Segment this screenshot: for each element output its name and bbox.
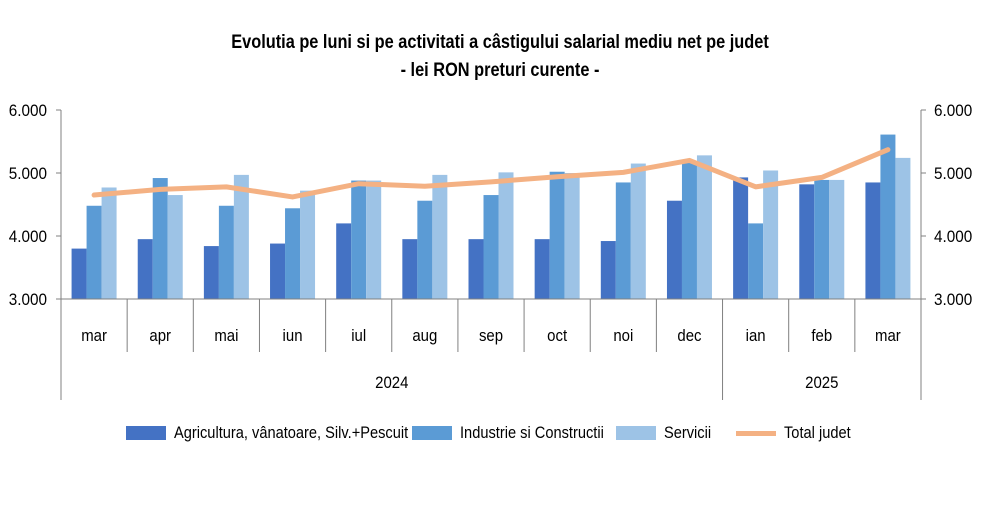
bar-agricultura [799,184,815,299]
chart-title: Evolutia pe luni si pe activitati a câst… [231,32,769,53]
bar-agricultura [534,239,550,299]
y-tick-label-right: 6.000 [934,101,972,120]
bar-servicii [564,173,580,299]
y-tick-label-right: 4.000 [934,227,972,246]
x-tick-label: mar [875,327,901,345]
bar-industrie [86,205,102,299]
x-tick-label: iul [351,327,366,345]
bar-industrie [483,195,499,299]
bar-servicii [498,172,514,299]
bar-agricultura [733,177,749,299]
bar-agricultura [865,182,881,299]
bar-servicii [829,179,845,299]
x-tick-label: dec [677,327,701,345]
legend-label-total: Total judet [784,423,851,442]
year-group-label: 2025 [805,374,838,392]
y-tick-label-left: 5.000 [9,164,47,183]
bar-agricultura [468,239,484,299]
legend-swatch-agricultura [126,426,166,440]
bar-agricultura [71,248,87,299]
bar-industrie [152,178,168,299]
x-tick-label: aug [412,327,437,345]
bar-industrie [285,208,301,299]
bar-industrie [814,179,830,299]
y-tick-label-right: 5.000 [934,164,972,183]
legend-label-industrie: Industrie si Constructii [460,423,604,442]
legend-label-agricultura: Agricultura, vânatoare, Silv.+Pescuit [174,423,409,442]
bar-servicii [366,180,382,299]
bar-agricultura [336,223,352,299]
bar-servicii [696,155,712,299]
legend-label-servicii: Servicii [664,423,712,442]
bar-industrie [218,205,234,299]
x-tick-label: iun [283,327,303,345]
legend-item-industrie: Industrie si Constructii [412,420,627,446]
bar-servicii [300,190,316,299]
bar-agricultura [137,239,153,299]
bar-servicii [233,174,249,299]
total-line [91,147,891,200]
y-tick-label-left: 6.000 [9,101,47,120]
bar-servicii [763,170,779,299]
bar-industrie [681,161,697,299]
chart-area: 3.000 3.000 4.000 4.000 5.000 5.000 6.000 6.000… [9,101,972,400]
bar-servicii [630,163,646,299]
bar-industrie [748,223,764,299]
bar-agricultura [270,243,286,299]
legend-item-total: Total judet [736,420,862,446]
legend-item-agricultura: Agricultura, vânatoare, Silv.+Pescuit [126,420,446,446]
bar-agricultura [402,239,418,299]
bar-servicii [167,195,183,299]
bar-agricultura [600,241,616,299]
legend: Agricultura, vânatoare, Silv.+Pescuit In… [0,420,1000,446]
x-tick-label: feb [811,327,832,345]
x-tick-label: ian [746,327,766,345]
y-tick-label-right: 3.000 [934,290,972,309]
bar-industrie [549,171,565,299]
x-tick-label: apr [149,327,171,345]
x-tick-label: sep [479,327,503,345]
bar-agricultura [203,246,219,299]
x-tick-label: noi [613,327,633,345]
y-tick-label-left: 4.000 [9,227,47,246]
bar-industrie [351,180,367,299]
x-tick-label: mar [81,327,107,345]
y-tick-label-left: 3.000 [9,290,47,309]
bar-servicii [101,187,117,299]
x-tick-label: mai [214,327,238,345]
bar-servicii [895,157,911,299]
year-group-label: 2024 [375,374,408,392]
chart-subtitle: - lei RON preturi curente - [400,60,600,81]
x-tick-label: oct [547,327,567,345]
legend-swatch-industrie [412,426,452,440]
bar-industrie [880,134,896,299]
legend-swatch-total [736,430,776,436]
legend-swatch-servicii [616,426,656,440]
bar-agricultura [666,200,682,299]
bar-industrie [615,182,631,299]
bar-servicii [432,174,448,299]
legend-item-servicii: Servicii [616,420,719,446]
bar-industrie [417,200,433,299]
